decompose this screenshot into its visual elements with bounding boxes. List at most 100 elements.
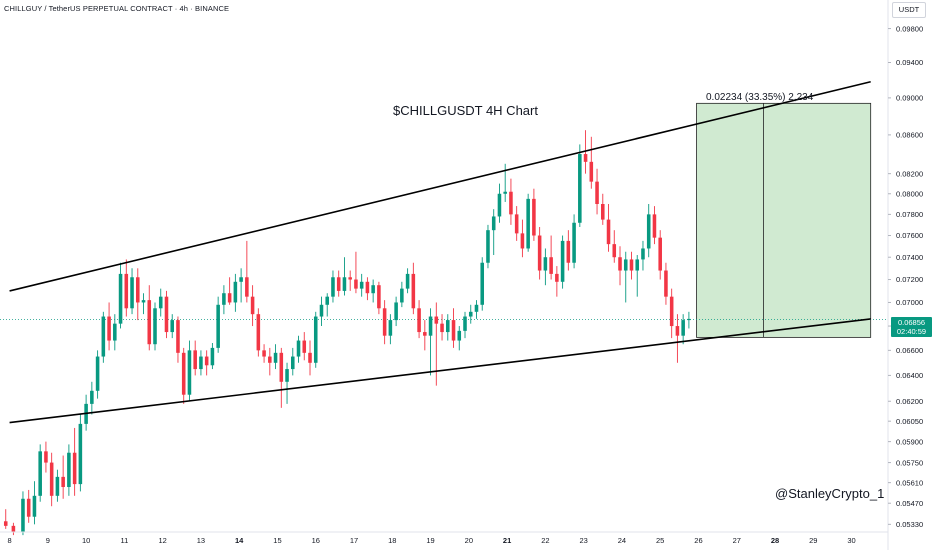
chart-title-annotation[interactable]: $CHILLGUSDT 4H Chart: [393, 103, 538, 118]
candle-body[interactable]: [480, 262, 485, 305]
candle-body[interactable]: [210, 347, 215, 366]
candle-body[interactable]: [549, 257, 553, 274]
candle-body[interactable]: [302, 340, 307, 353]
candle-body[interactable]: [124, 273, 129, 309]
candle-body[interactable]: [204, 356, 209, 366]
candle-body[interactable]: [463, 316, 467, 331]
lower-trendline[interactable]: [9, 318, 871, 424]
candle-body[interactable]: [589, 161, 594, 182]
upper-trendline[interactable]: [9, 80, 871, 292]
candle-body[interactable]: [451, 320, 456, 341]
candle-body[interactable]: [176, 320, 180, 353]
candle-body[interactable]: [411, 273, 416, 309]
candle-body[interactable]: [537, 235, 542, 271]
time-axis[interactable]: 8 9 10 11 12 13 14 15 16 17 18 19 20 21 22 23 24 25 26 27 28…: [0, 531, 888, 545]
candle-body[interactable]: [623, 259, 628, 271]
candle-body[interactable]: [107, 316, 111, 341]
currency-label[interactable]: USDT: [892, 2, 926, 18]
price-axis[interactable]: 0.09800 0.09400 0.09000 0.08600 0.08200 0.080…: [887, 0, 923, 550]
candle-body[interactable]: [250, 296, 255, 315]
candle-body[interactable]: [606, 219, 611, 245]
candle-body[interactable]: [72, 452, 77, 485]
candle-body[interactable]: [629, 259, 634, 271]
candle-body[interactable]: [446, 320, 450, 333]
candle-body[interactable]: [279, 352, 284, 382]
candle-body[interactable]: [417, 308, 421, 333]
candle-body[interactable]: [136, 277, 140, 303]
candle-body[interactable]: [38, 451, 42, 496]
candle-body[interactable]: [423, 332, 427, 336]
candle-body[interactable]: [153, 308, 157, 345]
candle-body[interactable]: [555, 273, 559, 282]
candle-body[interactable]: [457, 330, 462, 341]
candle-body[interactable]: [687, 318, 691, 321]
candle-body[interactable]: [348, 277, 352, 280]
measure-label[interactable]: 0.02234 (33.35%) 2,234: [706, 92, 814, 103]
candle-body[interactable]: [405, 273, 410, 289]
candle-body[interactable]: [658, 237, 662, 271]
candle-body[interactable]: [354, 279, 358, 289]
candle-body[interactable]: [578, 154, 582, 223]
candle-body[interactable]: [26, 498, 31, 517]
candle-body[interactable]: [503, 191, 507, 194]
candle-body[interactable]: [216, 304, 220, 348]
candle-body[interactable]: [141, 300, 146, 303]
candle-body[interactable]: [612, 244, 617, 258]
candle-body[interactable]: [285, 369, 289, 382]
candle-body[interactable]: [440, 323, 444, 333]
candle-body[interactable]: [262, 350, 266, 357]
candle-body[interactable]: [371, 285, 375, 294]
candle-body[interactable]: [319, 304, 324, 317]
candle-body[interactable]: [291, 356, 295, 370]
candle-body[interactable]: [199, 356, 203, 370]
candle-body[interactable]: [520, 233, 525, 249]
candle-body[interactable]: [3, 521, 8, 526]
candle-body[interactable]: [256, 314, 261, 351]
candle-body[interactable]: [233, 281, 238, 303]
candle-body[interactable]: [296, 340, 301, 357]
candle-body[interactable]: [641, 248, 645, 260]
candle-body[interactable]: [11, 525, 16, 532]
candle-body[interactable]: [227, 293, 232, 303]
candle-body[interactable]: [147, 300, 152, 345]
candle-body[interactable]: [78, 423, 83, 485]
candle-body[interactable]: [646, 214, 651, 249]
candle-body[interactable]: [187, 350, 192, 395]
candle-body[interactable]: [486, 230, 490, 263]
candle-body[interactable]: [377, 285, 381, 309]
candle-body[interactable]: [336, 277, 341, 291]
candle-body[interactable]: [55, 476, 60, 496]
candle-body[interactable]: [365, 281, 370, 294]
candle-body[interactable]: [331, 277, 335, 297]
candle-body[interactable]: [181, 352, 186, 395]
candle-body[interactable]: [342, 277, 347, 291]
candle-body[interactable]: [664, 270, 668, 297]
candle-body[interactable]: [652, 214, 657, 238]
target-zone-box[interactable]: [696, 102, 872, 338]
candle-body[interactable]: [118, 273, 123, 324]
candle-body[interactable]: [268, 356, 272, 363]
candle-body[interactable]: [101, 316, 106, 357]
candle-body[interactable]: [32, 495, 37, 517]
candle-body[interactable]: [308, 352, 312, 363]
candle-body[interactable]: [509, 191, 513, 215]
candle-body[interactable]: [583, 154, 588, 162]
candle-body[interactable]: [164, 296, 169, 333]
candle-body[interactable]: [388, 320, 393, 336]
candle-body[interactable]: [595, 181, 599, 205]
candle-body[interactable]: [21, 498, 25, 532]
candle-body[interactable]: [382, 308, 387, 336]
candle-body[interactable]: [514, 214, 519, 234]
candle-body[interactable]: [572, 222, 576, 263]
candle-body[interactable]: [474, 304, 479, 312]
candle-body[interactable]: [675, 326, 680, 336]
candle-body[interactable]: [49, 462, 54, 496]
candle-body[interactable]: [44, 451, 48, 463]
candle-body[interactable]: [428, 316, 433, 336]
candle-body[interactable]: [67, 452, 71, 488]
candle-body[interactable]: [113, 323, 117, 341]
candle-body[interactable]: [394, 302, 398, 321]
candle-body[interactable]: [635, 259, 640, 271]
candle-body[interactable]: [497, 193, 502, 217]
